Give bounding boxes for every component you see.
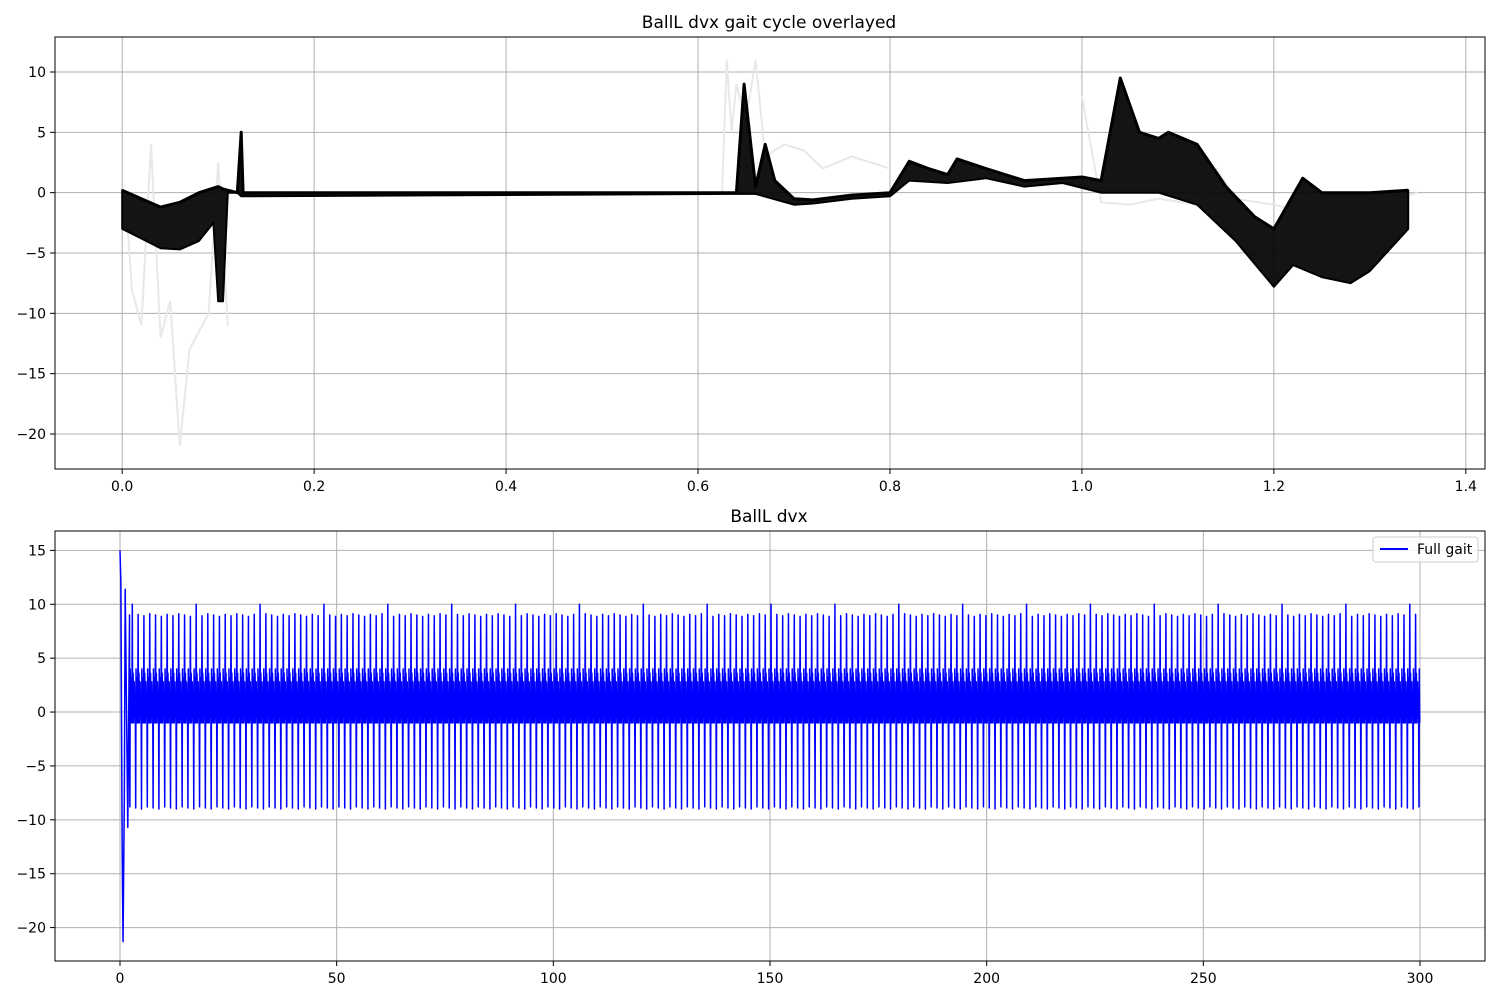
- legend-label-full-gait: Full gait: [1417, 542, 1473, 558]
- chart-top-y-axis: 10 5 0 −5 −10 −15 −20: [16, 65, 55, 443]
- chart-bottom-x-tick-label: 300: [1407, 971, 1434, 987]
- chart-top-x-tick-label: 0.2: [303, 479, 325, 495]
- chart-bottom-x-tick-label: 0: [116, 971, 125, 987]
- faint-gait-trace: [126, 144, 229, 447]
- chart-bottom-x-axis: 0 50 100 150 200 250 300: [116, 961, 1434, 987]
- chart-top-y-tick-label: 5: [37, 125, 46, 141]
- chart-bottom-y-tick-label: −15: [16, 867, 46, 883]
- chart-bottom-y-tick-label: 5: [37, 651, 46, 667]
- chart-bottom-y-tick-label: −10: [16, 813, 46, 829]
- chart-bottom-title: BallL dvx: [730, 507, 807, 527]
- chart-bottom-x-tick-label: 50: [328, 971, 346, 987]
- chart-top-y-tick-label: −15: [16, 367, 46, 383]
- chart-top-x-tick-label: 0.0: [111, 479, 133, 495]
- chart-bottom-y-axis: 15 10 5 0 −5 −10 −15 −20: [16, 543, 55, 937]
- chart-bottom-x-tick-label: 150: [757, 971, 784, 987]
- chart-bottom-y-tick-label: −5: [25, 759, 46, 775]
- chart-top-y-tick-label: −20: [16, 427, 46, 443]
- chart-bottom-y-tick-label: −20: [16, 921, 46, 937]
- chart-bottom-y-tick-label: 10: [28, 597, 46, 613]
- chart-top-gait-cycle-overlayed: BallL dvx gait cycle overlayed 0.0 0.2 0.4…: [16, 13, 1486, 495]
- chart-bottom-full-gait: BallL dvx 0 50 100 150 200 250 300 151050−5−10…: [16, 507, 1486, 987]
- chart-top-y-tick-label: −5: [25, 246, 46, 262]
- chart-top-x-tick-label: 1.0: [1071, 479, 1093, 495]
- chart-bottom-x-tick-label: 100: [540, 971, 567, 987]
- chart-bottom-grid: [55, 531, 1485, 961]
- faint-gait-trace: [721, 59, 891, 193]
- chart-top-x-tick-label: 1.4: [1455, 479, 1477, 495]
- chart-top-x-tick-label: 0.8: [879, 479, 901, 495]
- chart-top-data: [121, 59, 1419, 447]
- chart-top-x-tick-label: 0.4: [495, 479, 517, 495]
- overlay-upper-trace: [121, 76, 1409, 231]
- chart-top-x-tick-label: 1.2: [1263, 479, 1285, 495]
- chart-bottom-y-tick-label: 15: [28, 543, 46, 559]
- chart-bottom-x-tick-label: 250: [1190, 971, 1217, 987]
- chart-bottom-legend: Full gait: [1372, 536, 1479, 563]
- chart-top-title: BallL dvx gait cycle overlayed: [642, 13, 896, 33]
- chart-top-y-tick-label: 10: [28, 65, 46, 81]
- chart-bottom-y-tick-label: 0: [37, 705, 46, 721]
- legend-box: [1372, 536, 1479, 563]
- chart-top-y-tick-label: 0: [37, 186, 46, 202]
- chart-bottom-x-tick-label: 200: [973, 971, 1000, 987]
- chart-top-y-tick-label: −10: [16, 306, 46, 322]
- chart-bottom-data: [119, 550, 1421, 943]
- chart-top-x-tick-label: 0.6: [687, 479, 709, 495]
- chart-top-x-axis: 0.0 0.2 0.4 0.6 0.8 1.0 1.2 1.4: [111, 469, 1477, 495]
- series-full-gait-line: [119, 550, 1421, 943]
